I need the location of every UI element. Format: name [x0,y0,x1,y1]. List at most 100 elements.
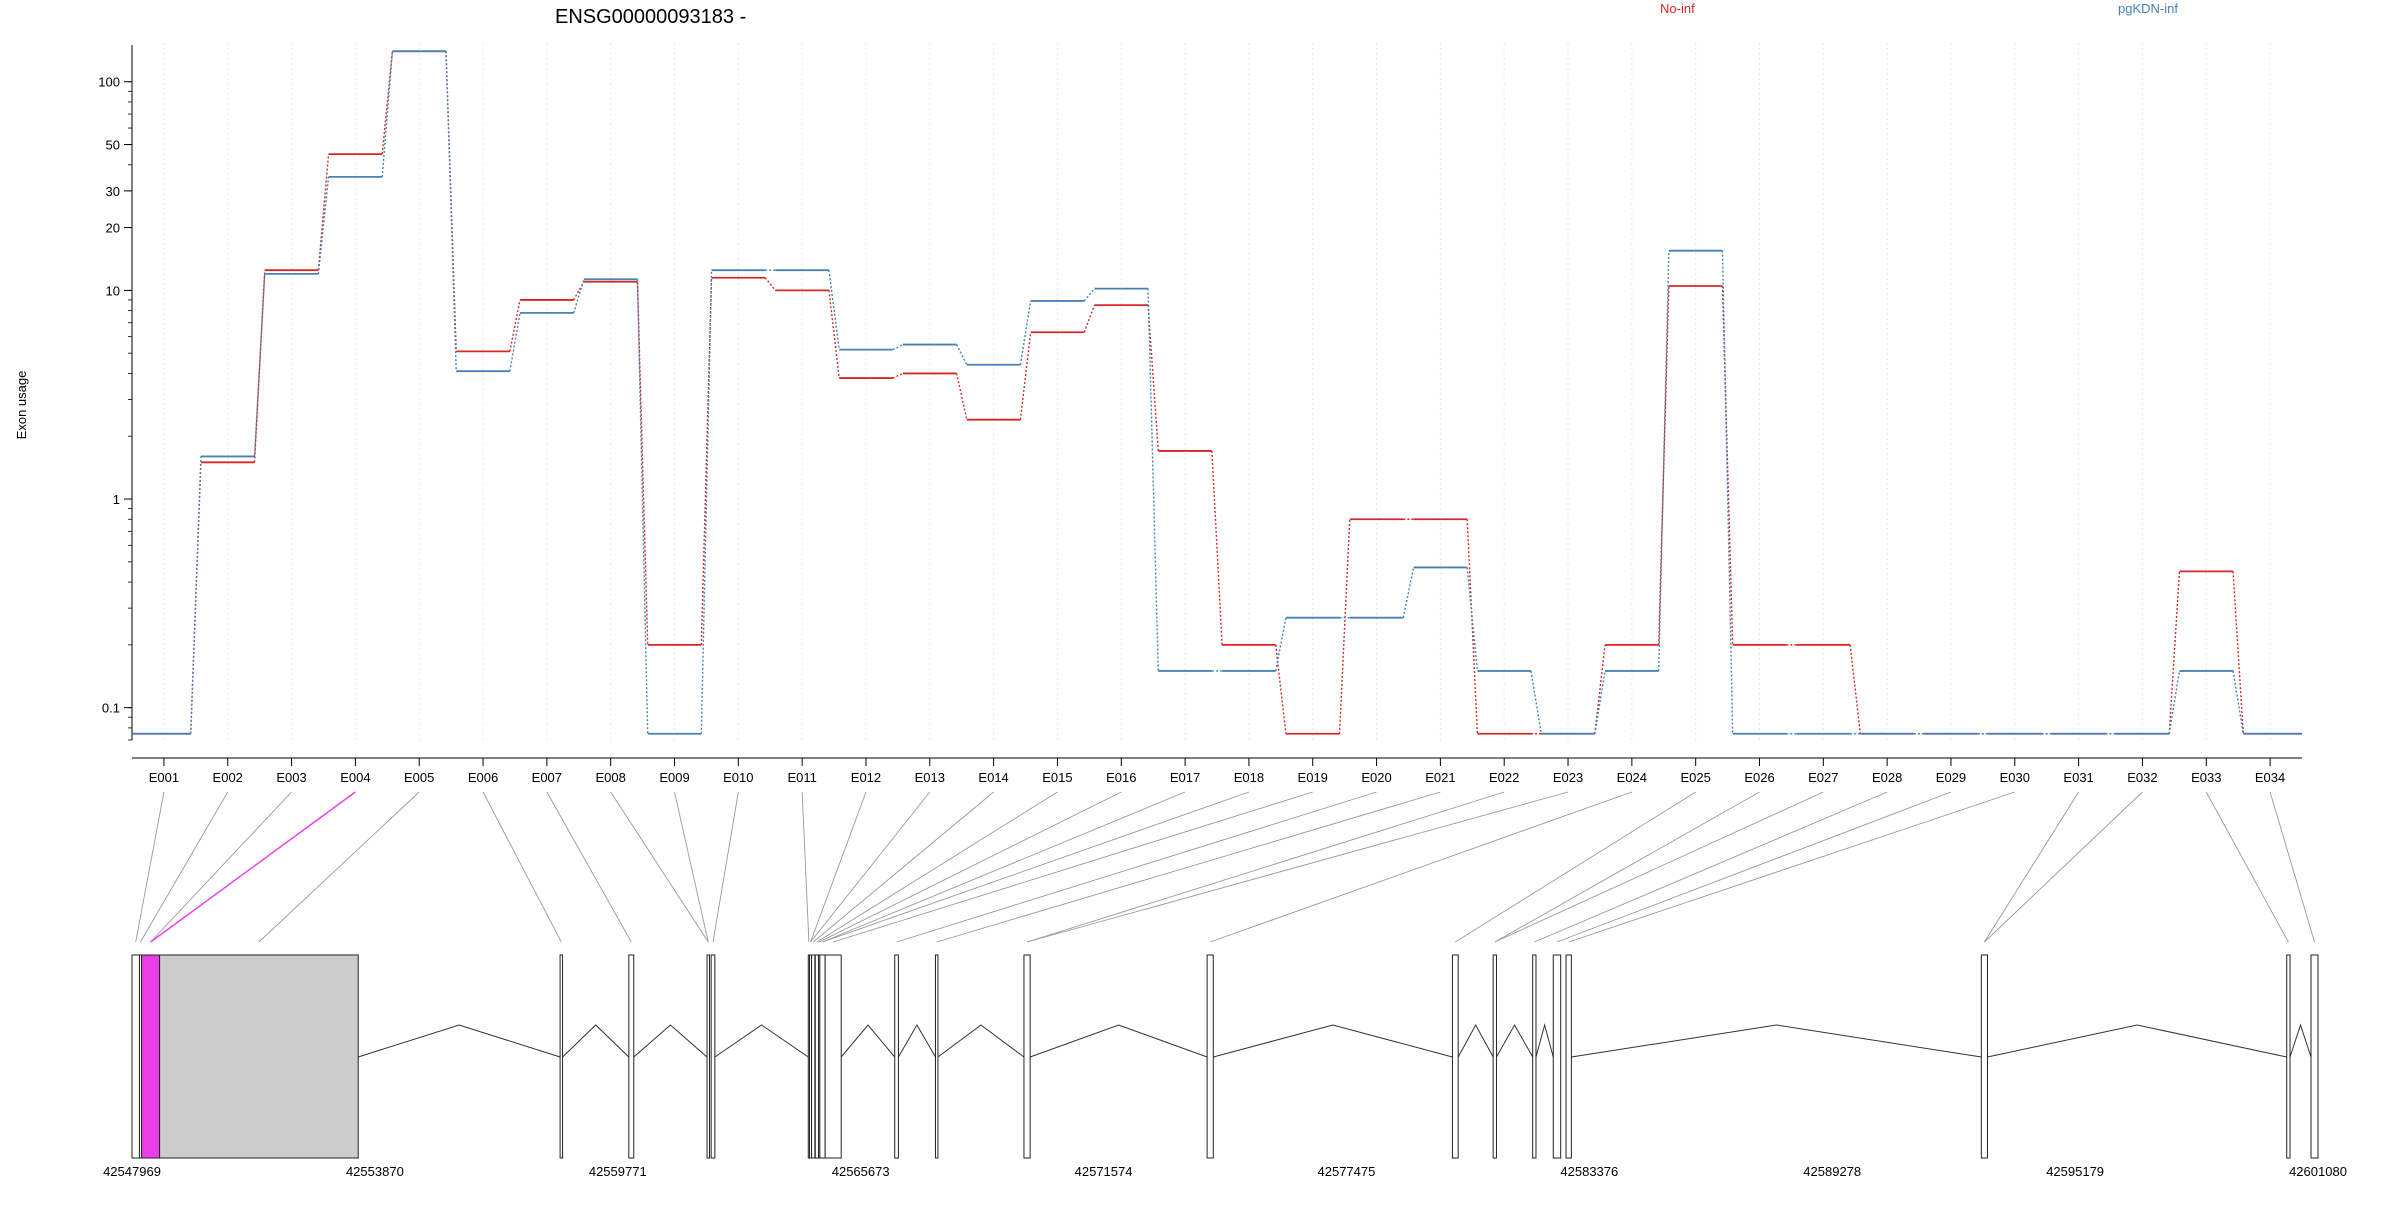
exon-label-e006: E006 [468,770,498,785]
y-tick-label: 100 [98,75,120,90]
exon-connector [1984,791,2079,943]
exon-connector [810,791,931,943]
exon-block [1451,954,1459,1159]
series-transition [317,154,330,271]
series-transition [1211,450,1223,645]
exon-connector [610,791,709,943]
series-transition [636,279,649,734]
exon-connector [482,791,562,943]
exon-connector [1556,791,1952,943]
exon-connector [1984,791,2143,943]
exon-block [706,954,711,1159]
exon-block [2310,954,2319,1159]
exon-label-e027: E027 [1808,770,1838,785]
series-transition [1147,288,1159,671]
exon-block [819,954,826,1159]
series-layer [132,50,2302,735]
exon-label-e030: E030 [2000,770,2030,785]
series-transition [955,344,968,366]
intron-line [714,1024,809,1058]
intron-line [633,1024,708,1058]
exon-connector [258,791,420,943]
exon-label-e031: E031 [2063,770,2093,785]
y-axis-label: Exon usage [14,371,29,440]
series-transition [1275,644,1287,734]
exon-label-e034: E034 [2255,770,2285,785]
exon-block [1023,954,1031,1159]
exon-connector [896,791,1377,943]
intron-line [562,1024,630,1058]
coordinate-tick-label: 42583376 [1560,1164,1618,1179]
series-transition [828,270,840,350]
series-transition [955,373,968,420]
exon-label-e004: E004 [340,770,370,785]
legend-item-pgkdn-inf: pgKDN-inf [2118,1,2178,16]
exon-connector [1494,791,1824,943]
exon-connector [822,791,1250,943]
y-tick-label: 10 [106,283,120,298]
series-transition [1466,519,1479,734]
exon-connector [1568,791,2015,943]
x-tick-layer: E001 E002 E003 E004 E005 E006 E007 E008 E009 E010… [149,758,2285,785]
exon-label-e012: E012 [851,770,881,785]
coordinate-tick-label: 42553870 [346,1164,404,1179]
series-transition [1594,644,1606,734]
exon-label-e010: E010 [723,770,753,785]
exon-label-e023: E023 [1553,770,1583,785]
intron-line [1535,1023,1554,1058]
intron-line [1457,1023,1494,1058]
exon-connector [810,791,867,943]
series-transition [190,456,202,734]
series-transition [509,299,521,352]
exon-block [1492,954,1497,1159]
series-transition [253,270,266,463]
series-transition [1147,305,1159,452]
exon-connector [801,791,810,943]
exon-block [141,954,161,1159]
series-transition [1530,670,1542,734]
exon-connector [822,791,1186,943]
y-tick-label: 0.1 [102,701,120,716]
legend-item-no-inf: No-inf [1660,1,1695,16]
exon-label-e032: E032 [2127,770,2157,785]
exon-label-e033: E033 [2191,770,2221,785]
exon-label-e021: E021 [1425,770,1455,785]
y-tick-label: 50 [106,138,120,153]
exon-connector [674,791,709,943]
exon-label-e009: E009 [659,770,689,785]
exon-connector [2269,791,2315,943]
exon-block [710,954,716,1159]
series-transition [1083,304,1096,333]
exon-connector [150,791,356,943]
exon-label-e013: E013 [915,770,945,785]
coordinate-tick-label: 42547969 [103,1164,161,1179]
intron-line [358,1024,561,1058]
exon-label-e015: E015 [1042,770,1072,785]
exon-label-e018: E018 [1234,770,1264,785]
series-transition [1721,250,1734,734]
coordinate-tick-label: 42589278 [1803,1164,1861,1179]
series-transition [2168,670,2181,734]
series-transition [572,279,585,314]
exon-block [1552,954,1562,1159]
intron-line [937,1024,1025,1058]
series-transition [381,51,394,155]
exon-label-e002: E002 [213,770,243,785]
exon-block [1206,954,1214,1159]
series-transition [1083,288,1095,302]
exon-connector [150,791,292,943]
intron-line [1987,1024,2287,1058]
axis-layer: 0.1 1 10 20 30 50 100 [98,45,2302,759]
exon-connector [135,791,165,943]
exon-connector [712,791,739,943]
exon-block [628,954,635,1159]
intron-line [1496,1023,1534,1058]
exon-block [934,954,939,1159]
exon-connector [1210,791,1633,943]
series-transition [253,273,266,457]
exon-connector [1455,791,1696,943]
exon-block [1565,954,1572,1159]
exon-label-e028: E028 [1872,770,1902,785]
exon-block [1980,954,1988,1159]
